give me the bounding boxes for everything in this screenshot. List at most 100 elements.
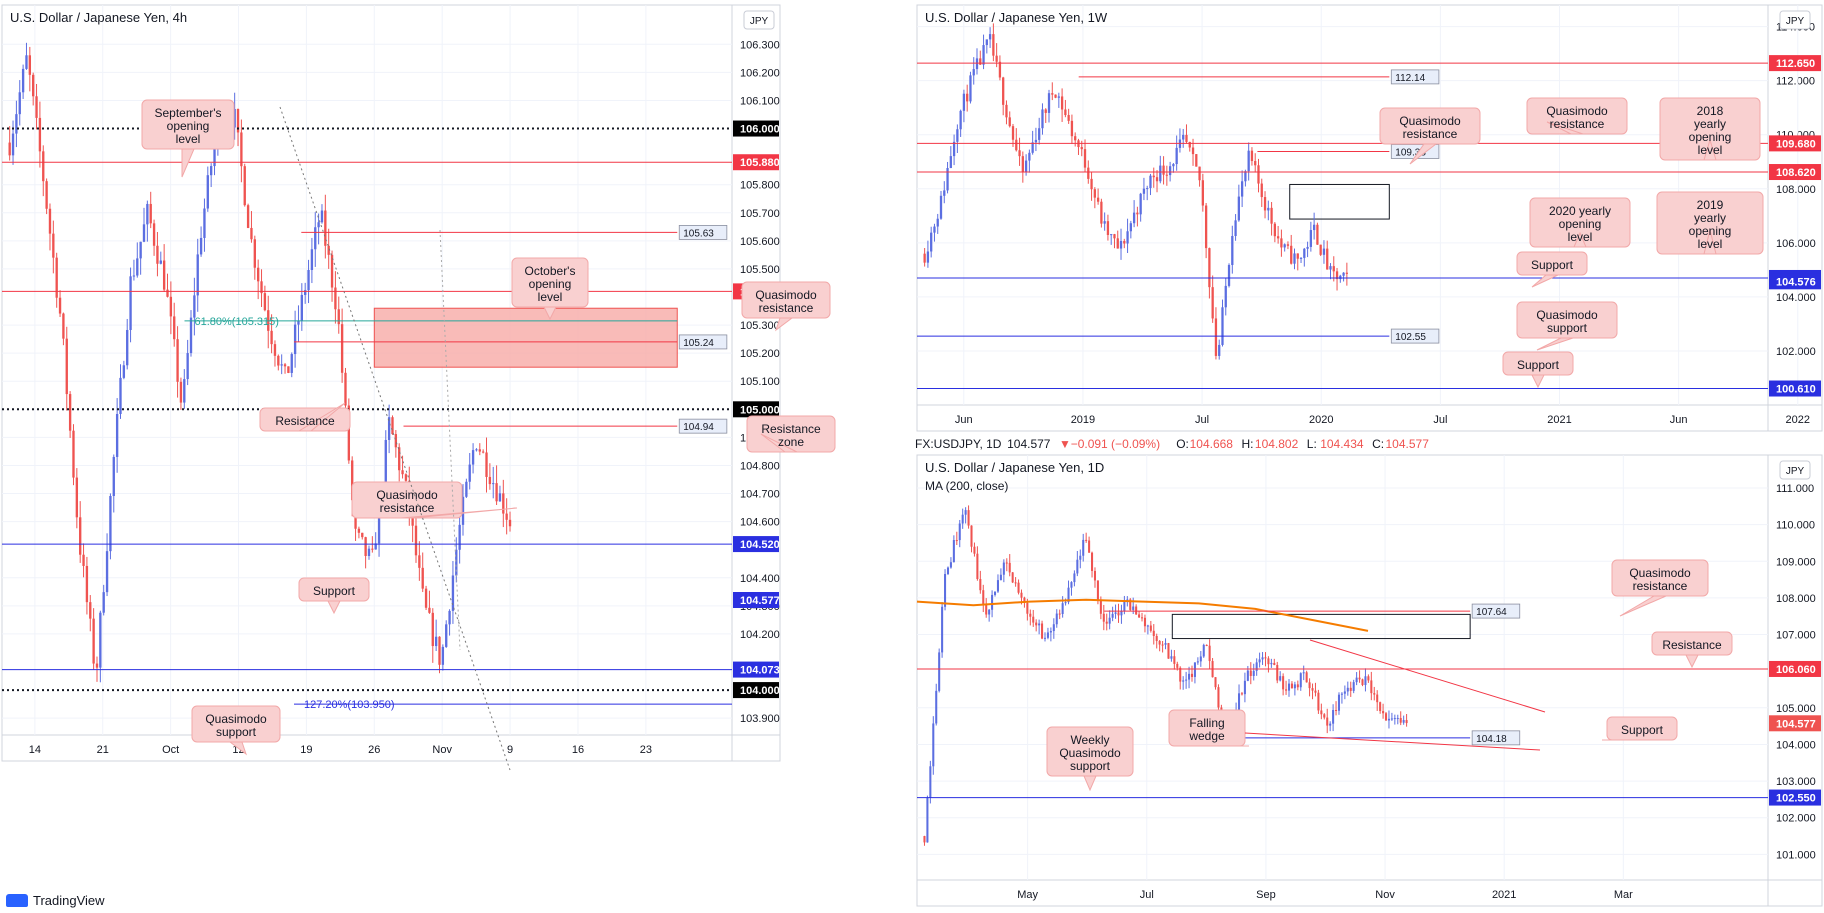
- header-low: 104.434: [1320, 437, 1364, 451]
- candle-body: [1311, 688, 1314, 691]
- candle-body: [253, 239, 256, 268]
- candle-body: [1061, 603, 1064, 614]
- candle-body: [1146, 188, 1149, 190]
- candle-body: [357, 528, 361, 533]
- candle-body: [1201, 180, 1204, 206]
- candle-body: [1047, 93, 1051, 113]
- candle-body: [169, 296, 173, 317]
- candle-body: [1018, 150, 1021, 157]
- candle-body: [58, 297, 62, 314]
- candle-body: [1267, 207, 1270, 211]
- candle-body: [1367, 676, 1370, 681]
- candle-body: [1088, 540, 1091, 553]
- y-tick-label: 108.000: [1776, 593, 1816, 605]
- y-tick-label: 102.000: [1776, 346, 1816, 358]
- callout-text: yearly: [1694, 211, 1726, 225]
- callout-text: 2020 yearly: [1549, 204, 1611, 218]
- y-tick-label: 103.900: [740, 713, 780, 725]
- candle-body: [1188, 141, 1191, 148]
- callout-text: level: [1698, 237, 1723, 251]
- candle-body: [398, 447, 401, 471]
- candle-body: [1287, 683, 1291, 691]
- candle-body: [1376, 694, 1379, 703]
- candle-body: [1070, 120, 1074, 137]
- callout-text: opening: [167, 119, 210, 133]
- candle-body: [173, 316, 176, 340]
- candle-body: [1379, 702, 1382, 712]
- candle-body: [1238, 693, 1241, 710]
- level-tag: [678, 225, 728, 240]
- chart-subtitle: MA (200, close): [925, 479, 1008, 493]
- y-tick-label: 104.600: [740, 517, 780, 529]
- candle-body: [502, 493, 505, 514]
- candle-body: [1258, 659, 1261, 663]
- candle-body: [89, 602, 92, 619]
- candle-body: [1393, 718, 1396, 720]
- candle-body: [998, 61, 1002, 78]
- callout-text: Support: [313, 584, 356, 598]
- candle-body: [485, 452, 488, 477]
- x-tick-label: Nov: [432, 744, 452, 756]
- candle-body: [1191, 147, 1195, 155]
- price-axis-tag: [1769, 380, 1821, 397]
- candle-body: [1355, 677, 1358, 683]
- candle-body: [1079, 555, 1082, 560]
- candle-body: [307, 269, 310, 291]
- x-tick-label: Mar: [1614, 889, 1633, 901]
- y-tick-label: 106.000: [1776, 238, 1816, 250]
- candle-body: [1202, 644, 1205, 657]
- candle-body: [1305, 672, 1308, 683]
- candle-body: [1246, 670, 1249, 681]
- callout-text: Quasimodo: [1536, 308, 1598, 322]
- candle-body: [1312, 224, 1316, 231]
- callout-pointer: [1536, 337, 1574, 351]
- candle-body: [428, 607, 431, 613]
- candle-body: [1329, 266, 1332, 270]
- x-tick-label: 2021: [1492, 889, 1516, 901]
- candle-body: [1276, 664, 1279, 681]
- candle-body: [126, 329, 129, 366]
- callout-pointer: [228, 741, 247, 756]
- candle-body: [982, 45, 985, 65]
- x-tick-label: 2020: [1309, 414, 1333, 426]
- callout-text: Quasimodo: [376, 488, 438, 502]
- candle-body: [1205, 644, 1208, 646]
- level-tag-text: 102.55: [1395, 332, 1426, 343]
- callout-text: resistance: [1550, 117, 1605, 131]
- price-axis-tag: [733, 536, 779, 553]
- candle-body: [1029, 613, 1032, 617]
- callout-text: 2018: [1697, 104, 1724, 118]
- candle-body: [985, 39, 988, 46]
- candle-body: [461, 496, 465, 525]
- x-tick-label: 2019: [1071, 414, 1095, 426]
- candle-body: [209, 166, 213, 176]
- candle-body: [1302, 672, 1305, 674]
- candle-body: [1285, 689, 1288, 691]
- candle-body: [1326, 248, 1329, 270]
- candle-body: [377, 498, 381, 544]
- candle-body: [277, 355, 280, 366]
- callout-text: wedge: [1188, 729, 1225, 743]
- candle-body: [1143, 617, 1146, 627]
- candle-body: [1204, 205, 1208, 249]
- price-axis-tag: [733, 120, 779, 137]
- candle-body: [132, 275, 136, 277]
- candle-body: [1373, 693, 1376, 695]
- candle-body: [142, 224, 146, 242]
- currency-badge: [1779, 10, 1811, 30]
- candle-body: [1028, 152, 1031, 161]
- candle-body: [270, 330, 273, 345]
- y-tick-label: 104.200: [740, 629, 780, 641]
- x-tick-label: Jun: [1670, 414, 1688, 426]
- candle-body: [1076, 559, 1079, 574]
- candle-body: [445, 624, 448, 647]
- header-change: −0.091 (−0.09%): [1071, 437, 1160, 451]
- callout-text: opening: [1689, 224, 1732, 238]
- callout-text: support: [1547, 321, 1588, 335]
- candle-body: [946, 168, 949, 191]
- level-tag: [1390, 69, 1440, 85]
- y-tick-label: 112.000: [1776, 76, 1815, 88]
- candle-body: [1346, 687, 1349, 692]
- candle-body: [1188, 673, 1191, 680]
